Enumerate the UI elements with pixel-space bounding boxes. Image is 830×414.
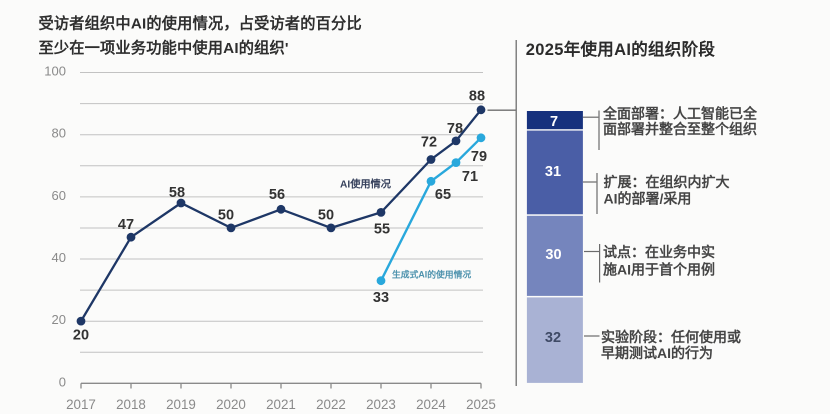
svg-text:32: 32 — [545, 330, 561, 346]
svg-text:实验阶段：任何使用或: 实验阶段：任何使用或 — [601, 329, 741, 345]
svg-text:至少在一项业务功能中使用AI的组织': 至少在一项业务功能中使用AI的组织' — [39, 39, 289, 57]
svg-text:施AI用于首个用例: 施AI用于首个用例 — [603, 261, 715, 277]
svg-text:受访者组织中AI的使用情况，占受访者的百分比: 受访者组织中AI的使用情况，占受访者的百分比 — [39, 15, 362, 33]
svg-text:30: 30 — [545, 247, 561, 263]
svg-text:33: 33 — [373, 290, 389, 306]
svg-text:0: 0 — [59, 374, 66, 389]
svg-text:7: 7 — [550, 114, 558, 130]
svg-text:2018: 2018 — [116, 397, 146, 412]
svg-text:面部署并整合至整个组织: 面部署并整合至整个组织 — [603, 121, 757, 137]
svg-text:2023: 2023 — [366, 397, 396, 412]
svg-text:2021: 2021 — [266, 397, 296, 412]
svg-text:60: 60 — [52, 188, 66, 203]
svg-text:31: 31 — [545, 164, 561, 180]
svg-text:AI的部署/采用: AI的部署/采用 — [604, 190, 692, 206]
svg-text:2025年使用AI的组织阶段: 2025年使用AI的组织阶段 — [526, 39, 716, 59]
svg-text:2025: 2025 — [466, 397, 496, 412]
svg-text:2019: 2019 — [166, 397, 196, 412]
svg-text:全面部署：人工智能已全: 全面部署：人工智能已全 — [602, 106, 758, 122]
svg-text:100: 100 — [44, 64, 66, 79]
svg-text:50: 50 — [218, 208, 234, 224]
svg-text:50: 50 — [318, 208, 334, 224]
svg-text:47: 47 — [118, 217, 134, 233]
svg-text:88: 88 — [469, 89, 485, 105]
svg-text:扩展：在组织内扩大: 扩展：在组织内扩大 — [604, 174, 730, 190]
svg-text:71: 71 — [462, 169, 478, 185]
svg-text:20: 20 — [73, 328, 89, 344]
svg-text:56: 56 — [269, 187, 285, 203]
svg-text:55: 55 — [374, 222, 390, 238]
svg-text:2024: 2024 — [416, 397, 446, 412]
svg-text:40: 40 — [52, 250, 66, 265]
svg-text:78: 78 — [447, 121, 463, 137]
svg-text:80: 80 — [52, 126, 66, 141]
svg-text:试点：在业务中实: 试点：在业务中实 — [603, 244, 715, 260]
svg-text:2017: 2017 — [66, 397, 96, 412]
svg-text:生成式AI的使用情况: 生成式AI的使用情况 — [392, 269, 471, 280]
svg-text:早期测试AI的行为: 早期测试AI的行为 — [601, 345, 713, 361]
svg-text:58: 58 — [169, 185, 185, 201]
svg-text:72: 72 — [421, 135, 437, 151]
svg-text:2022: 2022 — [316, 397, 346, 412]
svg-text:2020: 2020 — [216, 397, 246, 412]
svg-text:79: 79 — [471, 149, 487, 165]
svg-text:20: 20 — [52, 312, 66, 327]
svg-text:65: 65 — [435, 187, 451, 203]
svg-text:AI使用情况: AI使用情况 — [340, 177, 392, 190]
